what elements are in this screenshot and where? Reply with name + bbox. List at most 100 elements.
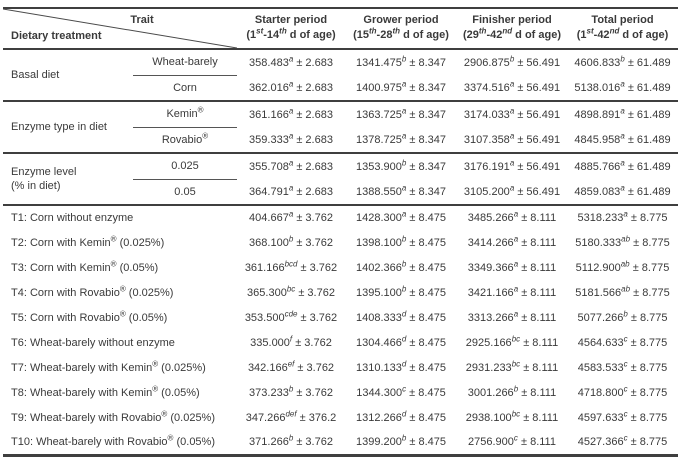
significance-superscript: nd — [502, 26, 513, 36]
value-cell: 4564.633c ± 8.775 — [577, 333, 668, 349]
significance-superscript: th — [368, 26, 377, 36]
value-cell: 5181.566ab ± 8.775 — [575, 283, 670, 299]
value-cell: 1312.266d ± 8.475 — [355, 408, 447, 424]
significance-superscript: b — [288, 433, 294, 443]
significance-superscript: ab — [621, 233, 631, 243]
significance-superscript: b — [288, 233, 294, 243]
value-cell: 2906.875b ± 56.491 — [457, 48, 567, 75]
factor-group-label: Enzyme type in diet — [3, 100, 133, 153]
significance-superscript: bcd — [284, 258, 298, 268]
significance-superscript: a — [288, 209, 294, 219]
trait-cell: 0.025 — [133, 152, 237, 180]
header-row: Trait Dietary treatment Starter period (… — [3, 7, 678, 50]
value-cell: 335.000f ± 3.762 — [250, 333, 332, 349]
column-header-starter: Starter period (1st-14th d of age) — [237, 7, 345, 50]
treatment-row: T8: Wheat-barely with Kemin® (0.05%) 373.… — [3, 380, 678, 405]
significance-superscript: b — [401, 53, 407, 63]
significance-superscript: a — [288, 78, 294, 88]
significance-superscript: bc — [511, 358, 521, 368]
factor-row: Enzyme level (% in diet) 0.025 355.708a ± 2… — [3, 152, 678, 205]
significance-superscript: th — [392, 26, 401, 36]
value-cell: 5077.266b ± 8.775 — [577, 308, 668, 324]
value-cell: 3485.266a ± 8.111 — [457, 204, 567, 230]
performance-table: Trait Dietary treatment Starter period (… — [3, 7, 678, 457]
treatment-row: T5: Corn with Rovabio® (0.05%) 353.500cde… — [3, 305, 678, 330]
significance-superscript: b — [401, 433, 407, 443]
value-cell: 1402.366b ± 8.475 — [355, 258, 447, 274]
value-cell: 1399.200b ± 8.475 — [345, 430, 457, 457]
value-cell: 2756.900c ± 8.111 — [457, 430, 567, 457]
value-cell: 361.166a ± 2.683 — [237, 100, 345, 127]
treatment-row: T4: Corn with Rovabio® (0.025%) 365.300bc… — [3, 280, 678, 305]
column-range: (29th-42nd d of age) — [462, 26, 562, 41]
significance-superscript: ® — [197, 105, 204, 115]
value-cell: 371.266b ± 3.762 — [237, 430, 345, 457]
value-cell: 4597.633c ± 8.775 — [577, 408, 668, 424]
column-range: (15th-28th d of age) — [353, 26, 449, 41]
value-cell: 1310.133d ± 8.475 — [355, 358, 447, 374]
treatment-label: T9: Wheat-barely with Rovabio® (0.025%) — [11, 408, 216, 424]
value-cell: 5318.233a ± 8.775 — [567, 204, 678, 230]
value-cell: 4606.833b ± 61.489 — [567, 48, 678, 75]
value-cell: 368.100b ± 3.762 — [249, 233, 333, 249]
significance-superscript: b — [401, 258, 407, 268]
value-cell: 347.266def ± 376.2 — [245, 408, 337, 424]
factor-group-label-line2: (% in diet) — [11, 180, 61, 192]
value-cell: 3313.266a ± 8.111 — [467, 308, 557, 324]
significance-superscript: a — [401, 105, 407, 115]
treatment-label: T7: Wheat-barely with Kemin® (0.025%) — [11, 358, 206, 374]
significance-superscript: a — [509, 105, 515, 115]
significance-superscript: b — [620, 53, 625, 63]
significance-superscript: c — [623, 333, 628, 343]
treatment-row: T10: Wheat-barely with Rovabio® (0.05%) 3… — [3, 430, 678, 457]
significance-superscript: bc — [286, 283, 296, 293]
significance-superscript: a — [513, 233, 519, 243]
treatment-label: T2: Corn with Kemin® (0.025%) — [11, 233, 165, 249]
significance-superscript: b — [401, 283, 407, 293]
significance-superscript: th — [478, 26, 487, 36]
value-cell: 359.333a ± 2.683 — [249, 130, 333, 146]
significance-superscript: ® — [119, 283, 126, 293]
column-title: Grower period — [363, 14, 439, 26]
significance-superscript: a — [401, 78, 407, 88]
significance-superscript: a — [509, 78, 515, 88]
significance-superscript: st — [256, 26, 264, 36]
significance-superscript: c — [623, 433, 628, 443]
value-cell: 5180.333ab ± 8.775 — [575, 233, 670, 249]
significance-superscript: ® — [202, 131, 209, 141]
significance-superscript: a — [288, 130, 294, 140]
significance-superscript: a — [401, 130, 407, 140]
column-title: Finisher period — [472, 14, 552, 26]
value-cell: 3349.366a ± 8.111 — [467, 258, 557, 274]
column-range: (1st-42nd d of age) — [576, 26, 669, 41]
value-cell: 3421.166a ± 8.111 — [467, 283, 557, 299]
significance-superscript: ® — [110, 258, 117, 268]
treatment-label: T10: Wheat-barely with Rovabio® (0.05%) — [3, 430, 237, 457]
value-cell: 1428.300a ± 8.475 — [345, 204, 457, 230]
value-cell: 3374.516a ± 56.491 — [463, 78, 561, 94]
significance-superscript: f — [289, 333, 293, 343]
value-cell: 1304.466d ± 8.475 — [355, 333, 447, 349]
significance-superscript: ® — [161, 408, 168, 418]
value-cell: 1344.300c ± 8.475 — [356, 383, 446, 399]
significance-superscript: b — [288, 383, 294, 393]
significance-superscript: b — [401, 157, 407, 167]
factor-row: Enzyme type in diet Kemin® 361.166a ± 2.68… — [3, 100, 678, 153]
trait-cell: Rovabio® — [161, 131, 209, 146]
treatment-label: T1: Corn without enzyme — [3, 204, 237, 230]
value-cell: 3174.033a ± 56.491 — [457, 100, 567, 127]
significance-superscript: c — [402, 383, 407, 393]
value-cell: 373.233b ± 3.762 — [249, 383, 333, 399]
corner-header-cell: Trait Dietary treatment — [3, 7, 237, 50]
factor-group-label: Enzyme level (% in diet) — [3, 152, 133, 205]
corner-dietary-treatment-label: Dietary treatment — [11, 30, 102, 42]
value-cell: 3107.358a ± 56.491 — [463, 130, 561, 146]
trait-cell: Wheat-barely — [133, 48, 237, 76]
treatment-row: T3: Corn with Kemin® (0.05%) 361.166bcd ±… — [3, 255, 678, 280]
value-cell: 2925.166bc ± 8.111 — [465, 333, 559, 349]
value-cell: 1398.100b ± 8.475 — [355, 233, 447, 249]
significance-superscript: a — [513, 283, 519, 293]
significance-superscript: a — [509, 157, 515, 167]
diagonal-divider — [3, 9, 237, 48]
value-cell: 3001.266b ± 8.111 — [467, 383, 557, 399]
